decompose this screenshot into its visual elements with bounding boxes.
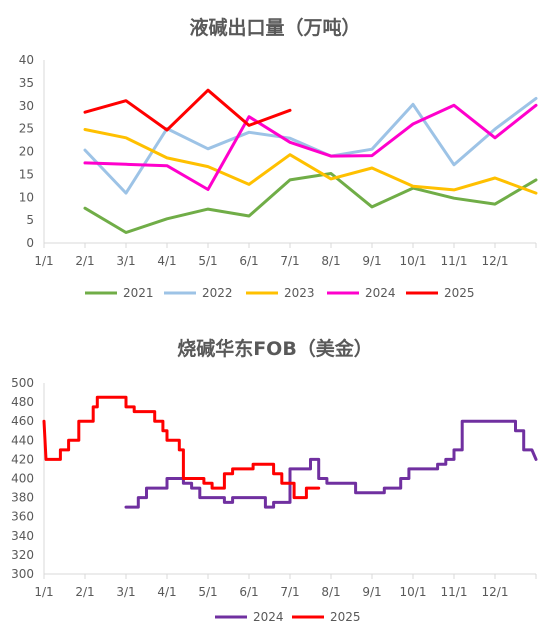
chart2-x-tick-label: 6/1 [239,585,258,599]
chart1-x-tick-label: 12/1 [482,254,509,268]
chart1-x-tick-label: 7/1 [280,254,299,268]
chart2-y-tick-label: 460 [11,414,34,428]
chart2-x-tick-label: 10/1 [400,585,427,599]
chart2-y-tick-label: 400 [11,472,34,486]
chart1-y-tick-label: 5 [26,213,34,227]
chart1-x-tick-label: 3/1 [116,254,135,268]
chart1-y-tick-label: 25 [19,122,34,136]
chart2-x-tick-label: 1/1 [34,585,53,599]
chart2-y-tick-label: 320 [11,548,34,562]
chart2-x-tick-label: 5/1 [198,585,217,599]
chart2-x-tick-label: 3/1 [116,585,135,599]
chart1-series-line-2025 [83,88,292,132]
chart2-y-tick-label: 380 [11,491,34,505]
chart2-title: 烧碱华东FOB（美金） [177,337,373,360]
chart2-y-tick-label: 480 [11,395,34,409]
chart1-y-tick-label: 35 [19,76,34,90]
chart2-x-tick-label: 9/1 [362,585,381,599]
chart1-legend-label-2025: 2025 [444,286,475,300]
chart1-x-tick-label: 5/1 [198,254,217,268]
chart2-plot: 300 320 340 360 380 400 420 440 460 480 500 1/1 2/1 3… [11,376,538,624]
chart1-y-tick-label: 40 [19,53,34,67]
chart2-x-tick-label: 7/1 [280,585,299,599]
chart2-y-tick-label: 340 [11,529,34,543]
chart2-legend-label-2025: 2025 [330,610,361,624]
chart1-y-tick-label: 10 [19,190,34,204]
chart2-legend-label-2024: 2024 [253,610,284,624]
chart2-x-tick-label: 11/1 [441,585,468,599]
chart1-x-tick-label: 4/1 [157,254,176,268]
chart1-x-tick-label: 2/1 [75,254,94,268]
chart2-series-line-2025 [42,395,321,500]
chart1-legend-label-2021: 2021 [123,286,154,300]
chart1-legend-label-2024: 2024 [365,286,396,300]
chart2-y-tick-label: 500 [11,376,34,390]
chart1-legend-label-2023: 2023 [284,286,315,300]
chart1-x-tick-label: 6/1 [239,254,258,268]
chart1-series-line-2021 [83,172,538,234]
chart1-x-tick-label: 1/1 [34,254,53,268]
chart1-x-tick-label: 8/1 [321,254,340,268]
chart2-y-tick-label: 420 [11,452,34,466]
chart1-x-tick-label: 11/1 [441,254,468,268]
chart1-y-tick-label: 0 [26,236,34,250]
chart1-y-tick-label: 20 [19,145,34,159]
chart2-series-line-2024 [124,419,538,509]
chart1-x-tick-label: 9/1 [362,254,381,268]
chart1-series-line-2024 [83,103,538,191]
chart1-series-line-2023 [83,128,538,195]
chart2-x-tick-label: 2/1 [75,585,94,599]
chart1-series-line-2022 [83,96,538,195]
chart2-y-tick-label: 360 [11,510,34,524]
chart2-y-tick-label: 300 [11,567,34,581]
chart1-title: 液碱出口量（万吨） [189,16,360,39]
chart1-legend-label-2022: 2022 [202,286,233,300]
chart1-y-tick-label: 30 [19,99,34,113]
chart2-x-tick-label: 8/1 [321,585,340,599]
chart1-y-tick-label: 15 [19,167,34,181]
chart1-x-tick-label: 10/1 [400,254,427,268]
chart2-y-tick-label: 440 [11,433,34,447]
chart2-x-tick-label: 4/1 [157,585,176,599]
chart2-x-tick-label: 12/1 [482,585,509,599]
